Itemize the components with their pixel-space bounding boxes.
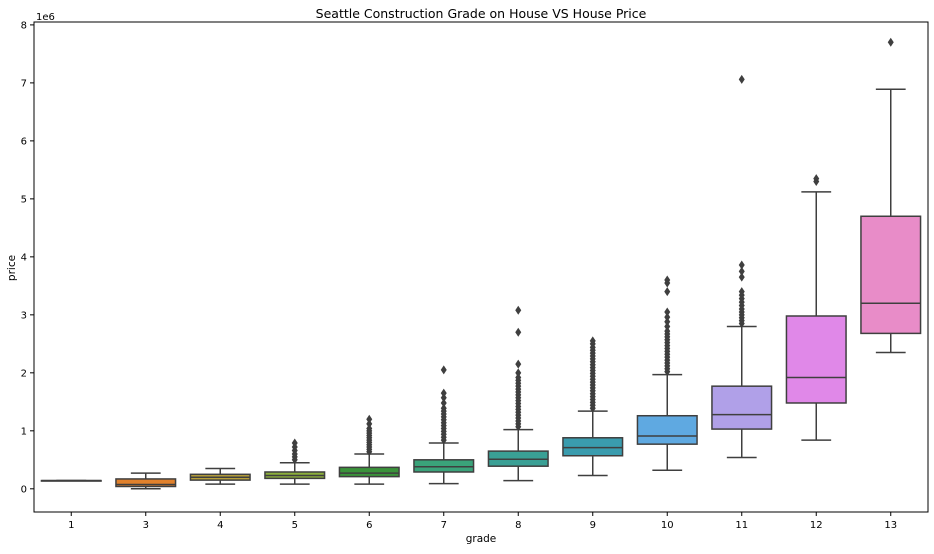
x-tick-label: 12	[810, 520, 823, 531]
outlier-point	[738, 74, 745, 84]
outlier-point	[664, 326, 671, 336]
box-group-grade-10	[636, 275, 698, 471]
outlier-point	[515, 305, 522, 315]
box-group-grade-5	[264, 438, 326, 485]
x-tick-label: 4	[217, 520, 223, 531]
y-tick-label: 0	[21, 484, 27, 495]
box-iqr	[785, 315, 847, 404]
chart-title: Seattle Construction Grade on House VS H…	[316, 6, 647, 21]
outlier-point	[887, 37, 894, 47]
x-axis-ticks: 1 3 4 5 6 7 8 9 10 11 12 13	[68, 512, 897, 531]
outlier-point	[664, 275, 671, 285]
y-tick-label: 8	[21, 20, 27, 31]
box-group-grade-6	[338, 414, 400, 485]
outlier-point	[589, 336, 596, 346]
outlier-point	[440, 388, 447, 398]
y-tick-label: 1	[21, 426, 27, 437]
outlier-point	[738, 266, 745, 276]
outlier-point	[440, 398, 447, 408]
box-group-grade-1	[40, 479, 102, 482]
y-tick-label: 2	[21, 368, 27, 379]
outlier-point	[738, 260, 745, 270]
x-tick-label: 7	[441, 520, 447, 531]
x-tick-label: 9	[590, 520, 596, 531]
outlier-point	[664, 321, 671, 331]
box-iqr	[413, 459, 475, 473]
x-tick-label: 6	[366, 520, 372, 531]
box-group-grade-13	[860, 37, 922, 354]
outlier-point	[738, 272, 745, 282]
box-group-grade-9	[562, 336, 624, 477]
outlier-point	[366, 423, 373, 433]
box-group-grade-3	[115, 472, 177, 490]
box-group-grade-8	[487, 305, 549, 482]
box-series	[40, 37, 922, 490]
outlier-point	[813, 174, 820, 184]
y-tick-label: 4	[21, 252, 27, 263]
y-axis-label: price	[6, 255, 18, 281]
outlier-point	[440, 365, 447, 375]
outlier-point	[440, 393, 447, 403]
y-axis-ticks: 0 1 2 3 4 5 6 7 8	[21, 20, 34, 495]
outlier-point	[664, 287, 671, 297]
box-group-grade-7	[413, 365, 475, 485]
box-iqr	[711, 385, 773, 430]
y-tick-label: 7	[21, 78, 27, 89]
outlier-point	[515, 372, 522, 382]
x-tick-label: 5	[292, 520, 298, 531]
box-group-grade-4	[189, 467, 251, 485]
box-iqr	[338, 466, 400, 478]
y-tick-label: 6	[21, 136, 27, 147]
outlier-point	[366, 414, 373, 424]
outlier-point	[515, 327, 522, 337]
outlier-point	[291, 438, 298, 448]
box-iqr	[562, 437, 624, 457]
x-tick-label: 8	[515, 520, 521, 531]
x-tick-label: 10	[661, 520, 674, 531]
outlier-point	[515, 359, 522, 369]
y-axis-offset-label: 1e6	[36, 12, 55, 23]
outlier-point	[664, 317, 671, 327]
box-iqr	[636, 414, 698, 445]
plot-frame	[33, 21, 929, 513]
outlier-point	[664, 307, 671, 317]
outlier-point	[738, 287, 745, 297]
x-tick-label: 3	[143, 520, 149, 531]
x-axis-label: grade	[466, 533, 497, 545]
x-tick-label: 13	[884, 520, 897, 531]
outlier-point	[664, 312, 671, 322]
y-tick-label: 5	[21, 194, 27, 205]
outlier-point	[515, 368, 522, 378]
x-tick-label: 1	[68, 520, 74, 531]
box-group-grade-11	[711, 74, 773, 459]
box-iqr	[860, 215, 922, 335]
box-iqr	[115, 478, 177, 488]
y-tick-label: 3	[21, 310, 27, 321]
outlier-point	[440, 403, 447, 413]
outlier-point	[366, 419, 373, 429]
x-tick-label: 11	[735, 520, 748, 531]
box-group-grade-12	[785, 174, 847, 441]
